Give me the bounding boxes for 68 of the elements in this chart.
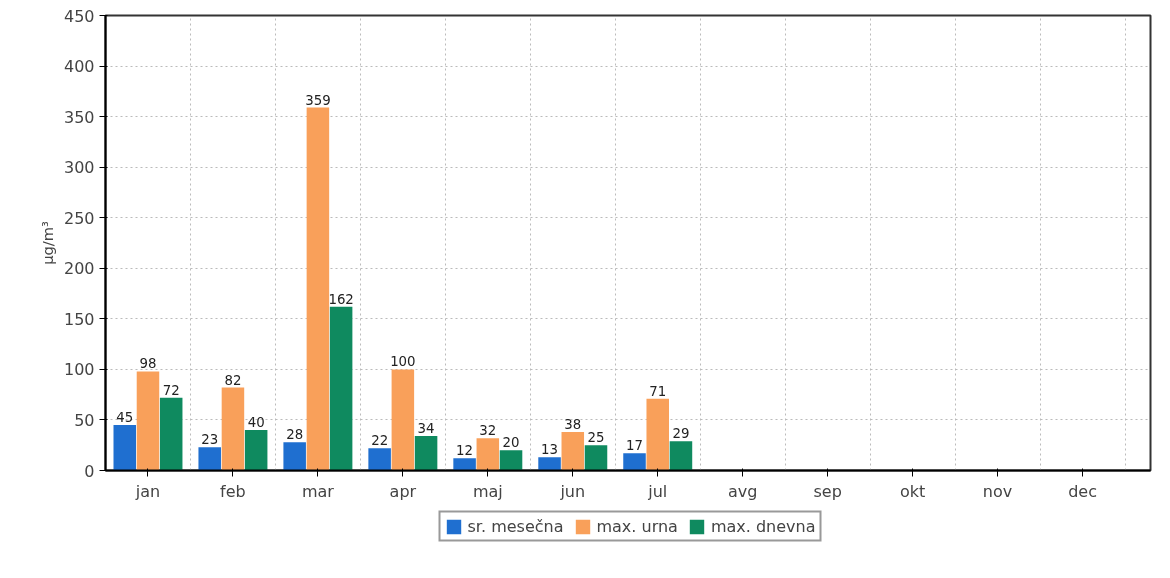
- y-tick-label: 400: [63, 57, 95, 77]
- data-label: 32: [479, 423, 497, 439]
- y-axis-title: µg/m³: [38, 221, 56, 265]
- bar: [561, 432, 585, 471]
- bar: [221, 387, 245, 471]
- y-tick-label: 100: [63, 360, 95, 380]
- data-label: 17: [626, 438, 643, 454]
- data-label: 34: [417, 421, 435, 437]
- x-tick-label: nov: [982, 481, 1013, 501]
- data-label: 98: [139, 356, 157, 372]
- y-tick-label: 300: [63, 158, 95, 178]
- bar: [113, 425, 137, 471]
- bar: [538, 457, 561, 471]
- data-label: 100: [390, 354, 416, 370]
- data-label: 22: [371, 433, 389, 449]
- y-tick-label: 450: [63, 6, 95, 26]
- data-label: 359: [305, 92, 331, 108]
- data-label: 28: [286, 427, 304, 443]
- x-tick-label: maj: [472, 481, 503, 501]
- data-label: 12: [456, 443, 474, 459]
- data-label: 72: [162, 382, 180, 398]
- bar: [306, 107, 330, 471]
- bar: [414, 436, 438, 471]
- bar: [159, 397, 183, 471]
- legend-label: max. urna: [596, 516, 678, 536]
- y-tick-label: 150: [63, 309, 95, 329]
- bar: [646, 398, 669, 471]
- data-label: 162: [328, 291, 354, 307]
- bar: [669, 441, 693, 471]
- x-tick-label: jan: [134, 481, 161, 501]
- x-tick-label: jul: [647, 481, 668, 501]
- bar: [453, 458, 476, 471]
- data-label: 40: [247, 415, 265, 431]
- data-label: 82: [224, 372, 242, 388]
- x-tick-label: avg: [727, 481, 758, 501]
- x-tick-label: dec: [1068, 481, 1097, 501]
- data-label: 13: [541, 442, 559, 458]
- data-label: 38: [564, 417, 582, 433]
- x-tick-label: mar: [301, 481, 335, 501]
- bar: [368, 448, 391, 471]
- bar: [623, 453, 646, 471]
- data-label: 23: [201, 432, 219, 448]
- data-label: 29: [672, 426, 690, 442]
- x-tick-label: okt: [899, 481, 926, 501]
- x-tick-label: jun: [559, 481, 586, 501]
- y-tick-label: 350: [63, 107, 95, 127]
- y-tick-label: 200: [63, 259, 95, 279]
- data-label: 25: [587, 430, 605, 446]
- bar: [136, 371, 160, 471]
- data-label: 45: [116, 410, 134, 425]
- y-tick-label: 250: [63, 208, 95, 228]
- legend-label: sr. mesečna: [467, 516, 564, 536]
- data-label: 20: [502, 435, 520, 451]
- x-tick-label: feb: [220, 481, 246, 501]
- bar: [329, 306, 353, 471]
- x-tick-label: sep: [813, 481, 842, 501]
- y-tick-label: 0: [84, 461, 95, 481]
- bar: [244, 430, 268, 471]
- legend-label: max. dnevna: [710, 516, 816, 536]
- y-tick-label: 50: [74, 410, 95, 430]
- data-label: 71: [649, 383, 667, 399]
- x-tick-label: apr: [389, 481, 417, 501]
- bar: [391, 369, 415, 471]
- bar: [584, 445, 608, 471]
- bar: [198, 447, 221, 471]
- bar: [283, 442, 306, 471]
- bar: [476, 438, 500, 471]
- bar: [499, 450, 523, 471]
